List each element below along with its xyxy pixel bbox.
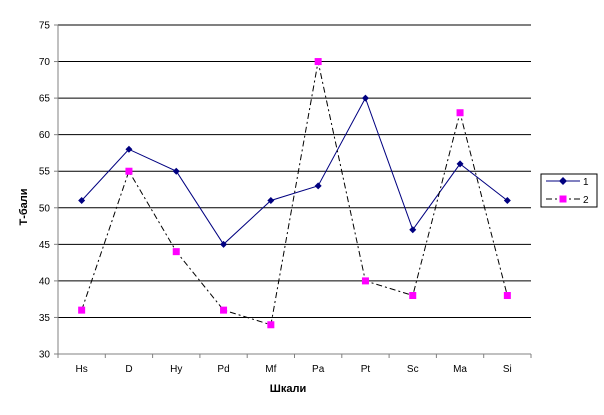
y-tick-label: 75 <box>39 21 51 32</box>
series-1-point <box>409 226 417 234</box>
series-1-point <box>503 196 511 204</box>
series-1-line <box>81 96 508 246</box>
y-tick-label: 40 <box>39 276 51 287</box>
tick-labels: 30 35 40 45 50 55 60 65 70 75 Hs D Hy Pd Mf Pa Pt Sc Ma Si <box>39 21 512 376</box>
series-1-point <box>314 182 322 190</box>
series-1-point <box>361 94 369 102</box>
x-tick-label: Mf <box>265 364 276 375</box>
series-2-point <box>361 277 369 285</box>
legend-series-2-marker <box>559 195 567 203</box>
x-tick-label: D <box>125 364 132 375</box>
x-tick-label: Sc <box>407 364 419 375</box>
series-2-point <box>503 292 511 300</box>
series-1-point <box>220 240 228 248</box>
legend-series-1-label: 1 <box>583 177 589 188</box>
y-tick-label: 55 <box>39 167 51 178</box>
y-tick-label: 65 <box>39 94 51 105</box>
series-2-point <box>456 109 464 117</box>
series-2-point <box>267 321 275 329</box>
y-axis-title: Т-бали <box>18 188 30 225</box>
series-1-point <box>267 196 275 204</box>
series-2-point <box>78 306 86 314</box>
y-tick-label: 70 <box>39 57 51 68</box>
y-tick-label: 50 <box>39 203 51 214</box>
y-tick-label: 45 <box>39 240 51 251</box>
x-tick-label: Pa <box>312 364 325 375</box>
series-2-point <box>409 292 417 300</box>
series-1-point <box>456 160 464 168</box>
series-1-point <box>172 167 180 175</box>
series-2-point <box>314 58 322 66</box>
y-tick-label: 30 <box>39 350 51 361</box>
x-tick-label: Pt <box>361 364 371 375</box>
legend-series-2-label: 2 <box>583 195 589 206</box>
y-tick-label: 60 <box>39 130 51 141</box>
gridlines <box>58 24 531 318</box>
legend-box <box>540 173 598 208</box>
series-1-point <box>78 196 86 204</box>
x-tick-label: Pd <box>217 364 229 375</box>
x-tick-label: Si <box>503 364 512 375</box>
series-2-point <box>220 306 228 314</box>
series-1-point <box>125 145 133 153</box>
legend: 1 2 <box>540 173 598 208</box>
series-2-point <box>125 167 133 175</box>
x-axis-title: Шкали <box>270 383 306 395</box>
y-tick-label: 35 <box>39 313 51 324</box>
axes <box>54 24 532 358</box>
x-tick-label: Ma <box>453 364 467 375</box>
x-tick-label: Hs <box>76 364 88 375</box>
legend-series-1-marker <box>559 177 567 185</box>
x-tick-label: Hy <box>170 364 182 375</box>
series-layer <box>78 58 511 329</box>
series-2-point <box>172 248 180 256</box>
